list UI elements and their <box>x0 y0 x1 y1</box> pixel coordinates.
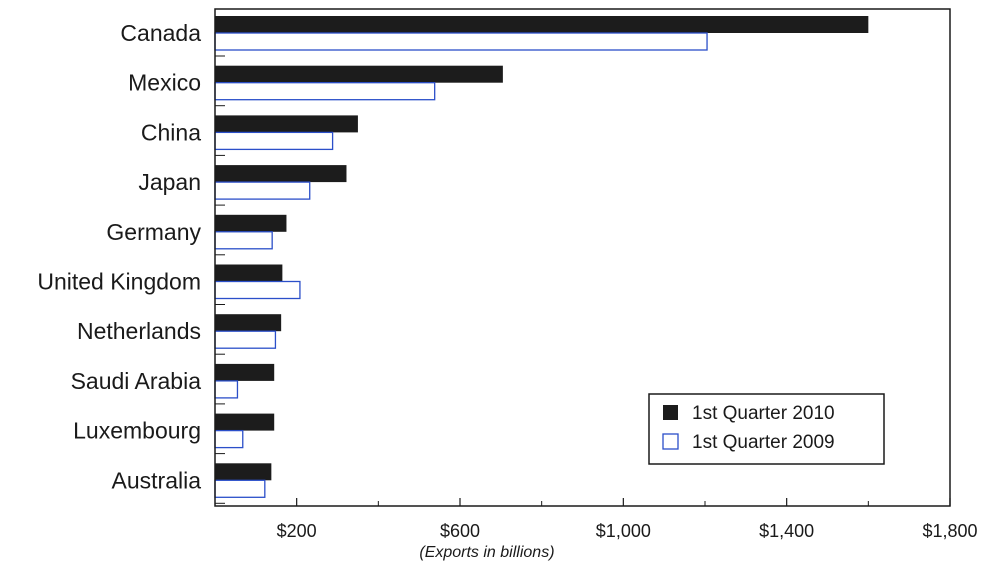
bar-australia-2009 <box>214 479 266 498</box>
x-axis-label: (Exports in billions) <box>419 544 554 561</box>
category-label-luxembourg: Luxembourg <box>73 418 201 444</box>
bar-china-2009 <box>214 131 334 151</box>
bar-germany-2010 <box>215 214 287 232</box>
x-tick-label-1400: $1,400 <box>759 521 814 541</box>
category-labels: Canada Mexico China Japan Germany United King… <box>37 20 201 493</box>
legend-label-2010: 1st Quarter 2010 <box>692 403 835 424</box>
bar-germany-2009 <box>214 231 273 250</box>
category-label-saudi-arabia: Saudi Arabia <box>71 368 202 394</box>
x-tick-label-1800: $1,800 <box>922 521 977 541</box>
bar-saudi-arabia-2010 <box>215 363 275 381</box>
bar-netherlands-2009 <box>214 330 277 349</box>
plot-area-frame <box>214 8 951 507</box>
bar-japan-2010 <box>215 165 347 183</box>
x-tick-label-600: $600 <box>440 521 480 541</box>
category-label-canada: Canada <box>120 20 201 46</box>
bar-luxembourg-2009 <box>214 429 244 449</box>
legend: 1st Quarter 2010 1st Quarter 2009 <box>648 393 885 465</box>
bar-netherlands-2010 <box>215 314 282 332</box>
bar-united-kingdom-2010 <box>215 264 283 282</box>
bar-canada-2009 <box>214 32 708 51</box>
bar-united-kingdom-2009 <box>214 280 301 300</box>
bar-saudi-arabia-2009 <box>214 380 239 399</box>
x-tick-label-200: $200 <box>277 521 317 541</box>
x-tick-label-1000: $1,000 <box>596 521 651 541</box>
bar-china-2010 <box>215 115 358 133</box>
category-label-australia: Australia <box>112 467 202 493</box>
category-label-mexico: Mexico <box>128 70 201 96</box>
category-label-japan: Japan <box>138 169 201 195</box>
bar-australia-2010 <box>215 463 272 481</box>
bar-japan-2009 <box>214 181 311 200</box>
category-label-china: China <box>141 119 201 145</box>
bars-layer <box>214 16 869 498</box>
category-label-germany: Germany <box>106 219 201 245</box>
x-axis-ticks: $200 $600 $1,000 $1,400 $1,800 <box>215 55 978 541</box>
legend-swatch-2009 <box>662 433 679 450</box>
bar-mexico-2009 <box>214 82 436 101</box>
bar-mexico-2010 <box>215 65 503 83</box>
bar-canada-2010 <box>215 16 869 33</box>
legend-label-2009: 1st Quarter 2009 <box>692 432 835 453</box>
category-label-netherlands: Netherlands <box>77 318 201 344</box>
legend-swatch-2010 <box>663 405 678 420</box>
bar-luxembourg-2010 <box>215 413 275 431</box>
category-label-united-kingdom: United Kingdom <box>37 269 201 295</box>
legend-box <box>648 393 885 465</box>
